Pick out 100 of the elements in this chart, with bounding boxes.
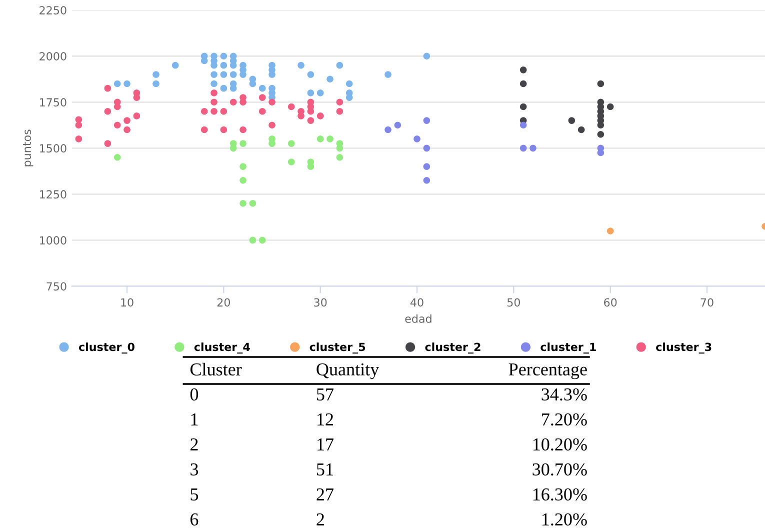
point	[258, 84, 266, 92]
text: 0	[190, 388, 198, 401]
point	[200, 108, 208, 115]
text: Cluster	[190, 362, 242, 376]
legend-label: cluster_3	[656, 342, 712, 354]
text: 7.20%	[542, 413, 587, 426]
point	[124, 126, 130, 134]
text: 3	[190, 463, 198, 476]
y-tick-label: 1000	[40, 236, 66, 245]
point	[220, 84, 228, 92]
point	[200, 126, 208, 134]
text: 57	[316, 388, 334, 401]
point	[326, 136, 334, 142]
y-tick-label: 1500	[40, 144, 66, 153]
x-tick-label: 50	[507, 298, 520, 307]
point	[133, 112, 140, 120]
point	[210, 80, 218, 88]
text: 2	[190, 438, 198, 450]
y-tick-label: 750	[46, 282, 66, 291]
point	[336, 144, 344, 152]
point	[240, 126, 246, 134]
point	[597, 130, 604, 138]
point	[220, 62, 228, 69]
point	[114, 80, 121, 88]
point	[172, 62, 179, 69]
text: 5	[190, 488, 198, 501]
x-tick-label: 30	[314, 298, 327, 307]
point	[104, 108, 112, 115]
text: 2	[316, 513, 324, 526]
point	[307, 90, 314, 96]
point	[520, 66, 527, 74]
text: Percentage	[508, 363, 587, 380]
x-tick-label: 70	[700, 298, 714, 307]
point	[384, 126, 392, 134]
point	[597, 80, 604, 88]
y-tick-label: 1750	[40, 98, 66, 107]
text: 1.20%	[542, 513, 587, 526]
point	[423, 52, 430, 60]
point	[307, 117, 314, 124]
point	[240, 163, 246, 170]
point	[104, 140, 112, 147]
point	[114, 103, 121, 110]
point	[423, 144, 430, 152]
point	[210, 90, 218, 96]
point	[75, 136, 82, 142]
point	[298, 112, 304, 120]
point	[346, 80, 353, 88]
text: 6	[190, 513, 198, 526]
point	[520, 103, 527, 110]
legend-label: cluster_4	[194, 342, 250, 354]
point	[316, 90, 324, 96]
point	[414, 136, 420, 142]
x-tick-label: 40	[410, 298, 424, 307]
legend-label: cluster_0	[78, 342, 134, 354]
point	[316, 112, 324, 120]
point	[336, 98, 344, 106]
text: 10.20%	[533, 438, 587, 451]
point	[75, 116, 82, 124]
point	[240, 176, 246, 184]
point	[124, 117, 130, 124]
point	[268, 98, 276, 106]
x-tick-label: 10	[121, 298, 134, 307]
point	[423, 176, 430, 184]
point	[230, 98, 237, 106]
point	[288, 103, 295, 110]
text: 30.70%	[532, 463, 587, 476]
point	[530, 144, 536, 152]
text: 12	[318, 413, 334, 426]
legend-label: cluster_2	[425, 342, 480, 354]
point	[210, 98, 218, 106]
text: 27	[316, 488, 334, 500]
point	[240, 140, 246, 147]
point	[114, 154, 121, 161]
x-tick-label: 20	[217, 298, 230, 307]
point	[240, 200, 246, 207]
point	[249, 200, 256, 207]
point	[230, 71, 237, 78]
text: 1	[191, 413, 198, 426]
point	[606, 103, 614, 110]
point	[316, 136, 324, 142]
point	[346, 94, 353, 101]
point	[258, 108, 266, 115]
legend-label: cluster_5	[310, 342, 366, 354]
point	[597, 117, 604, 124]
point	[520, 80, 527, 88]
legend-label: cluster_1	[540, 342, 596, 354]
point	[230, 144, 237, 152]
point	[152, 80, 160, 88]
point	[288, 158, 295, 166]
point	[520, 122, 527, 129]
text: 17	[318, 438, 334, 450]
point	[268, 140, 276, 147]
point	[75, 122, 82, 129]
y-tick-label: 1250	[40, 190, 66, 199]
point	[220, 52, 228, 60]
point	[336, 108, 344, 115]
point	[152, 71, 160, 78]
x-axis-title: edad	[405, 314, 432, 323]
point	[220, 126, 228, 134]
point	[240, 98, 246, 106]
